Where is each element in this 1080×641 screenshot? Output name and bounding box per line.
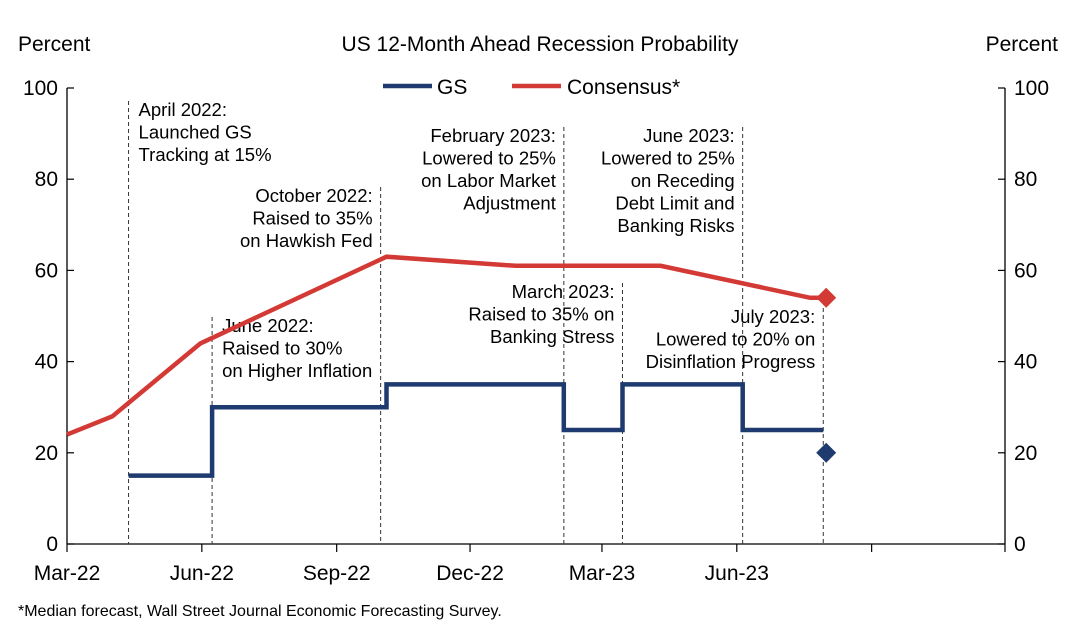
left-y-tick-label: 100: [23, 77, 58, 100]
x-tick-label: Jun-23: [705, 562, 769, 585]
right-y-tick-label: 100: [1014, 77, 1049, 100]
consensus-series-line: [66, 254, 827, 437]
annotation-text: on Receding: [631, 170, 735, 191]
annotation-text: on Labor Market: [421, 170, 556, 191]
annotation-text: Banking Stress: [490, 326, 614, 347]
x-tick-label: Mar-23: [569, 562, 636, 585]
legend-label-consensus: Consensus*: [567, 76, 680, 99]
annotation-text: on Hawkish Fed: [240, 230, 373, 251]
x-tick-label: Jun-22: [170, 562, 234, 585]
gs-latest-marker: [816, 442, 837, 463]
annotation-text: Raised to 35%: [252, 208, 372, 229]
annotation-text: Disinflation Progress: [646, 351, 816, 372]
left-y-tick-label: 0: [46, 533, 58, 556]
annotation-text: Lowered to 20% on: [656, 329, 815, 350]
gs-series-line: [128, 382, 824, 478]
annotation-text: on Higher Inflation: [222, 360, 372, 381]
annotation-text: July 2023:: [731, 306, 815, 327]
annotation-text: Debt Limit and: [615, 193, 734, 214]
left-y-tick-label: 80: [35, 168, 58, 191]
annotation-text: March 2023:: [512, 281, 615, 302]
annotation-text: Raised to 30%: [222, 338, 342, 359]
right-y-tick-label: 60: [1014, 259, 1037, 282]
chart-footnote: *Median forecast, Wall Street Journal Ec…: [18, 603, 502, 620]
x-tick-label: Dec-22: [436, 562, 504, 585]
annotation-text: Raised to 35% on: [468, 304, 614, 325]
left-y-tick-label: 60: [35, 259, 58, 282]
annotation-text: Banking Risks: [617, 215, 734, 236]
annotation-text: June 2023:: [643, 125, 735, 146]
right-y-tick-label: 20: [1014, 442, 1037, 465]
x-tick-label: Sep-22: [303, 562, 371, 585]
left-axis-unit-label: Percent: [18, 33, 91, 56]
x-tick-label: Mar-22: [34, 562, 101, 585]
annotation-text: October 2022:: [255, 185, 372, 206]
consensus-latest-marker: [816, 287, 837, 308]
right-y-tick-label: 80: [1014, 168, 1037, 191]
annotation-text: Adjustment: [463, 193, 556, 214]
legend-label-gs: GS: [437, 76, 467, 99]
annotation-text: Lowered to 25%: [422, 148, 556, 169]
annotation-text: Tracking at 15%: [139, 144, 272, 165]
annotation-text: April 2022:: [139, 99, 227, 120]
right-axis-unit-label: Percent: [985, 33, 1058, 56]
left-y-tick-label: 40: [35, 351, 58, 374]
annotation-text: Launched GS: [139, 122, 252, 143]
chart-title: US 12-Month Ahead Recession Probability: [341, 33, 739, 56]
annotation-text: Lowered to 25%: [601, 148, 735, 169]
left-y-tick-label: 20: [35, 442, 58, 465]
right-y-tick-label: 40: [1014, 351, 1037, 374]
annotation-text: February 2023:: [430, 125, 555, 146]
right-y-tick-label: 0: [1014, 533, 1026, 556]
